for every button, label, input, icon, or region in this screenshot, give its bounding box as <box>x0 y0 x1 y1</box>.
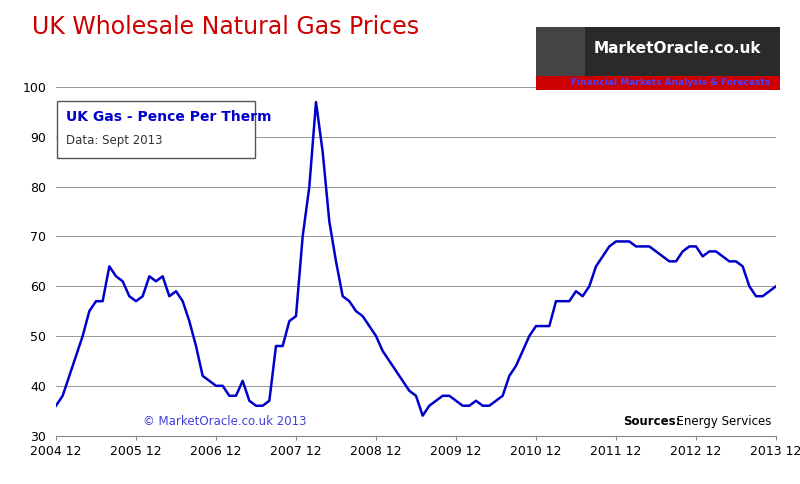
Text: UK Wholesale Natural Gas Prices: UK Wholesale Natural Gas Prices <box>32 15 419 39</box>
Text: Energy Services: Energy Services <box>670 415 772 428</box>
Text: Data: Sept 2013: Data: Sept 2013 <box>66 135 162 148</box>
FancyBboxPatch shape <box>58 101 254 158</box>
Text: UK Gas - Pence Per Therm: UK Gas - Pence Per Therm <box>66 109 271 123</box>
Text: © MarketOracle.co.uk 2013: © MarketOracle.co.uk 2013 <box>142 415 306 428</box>
Text: Sources:: Sources: <box>622 415 680 428</box>
Text: MarketOracle.co.uk: MarketOracle.co.uk <box>594 41 762 56</box>
Text: Financial Markets Analysis & Forecasts: Financial Markets Analysis & Forecasts <box>570 78 770 87</box>
